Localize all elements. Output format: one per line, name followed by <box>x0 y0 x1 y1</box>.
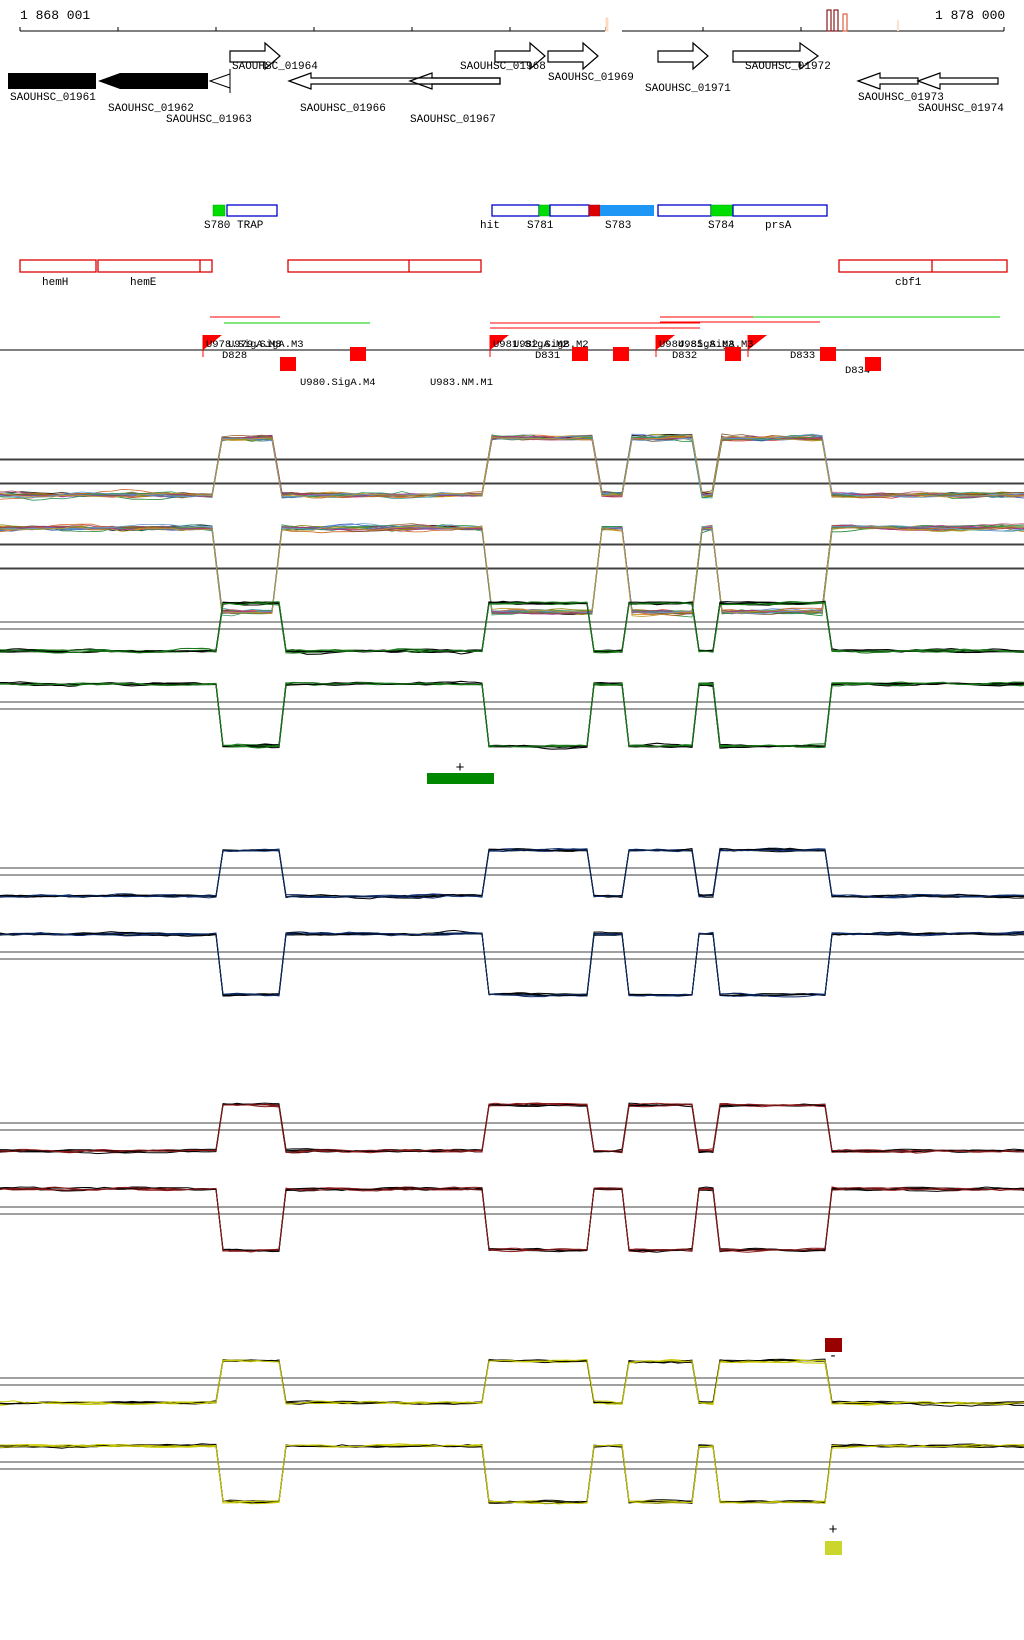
svg-text:-: - <box>831 1347 836 1364</box>
svg-text:+: + <box>829 1521 838 1538</box>
